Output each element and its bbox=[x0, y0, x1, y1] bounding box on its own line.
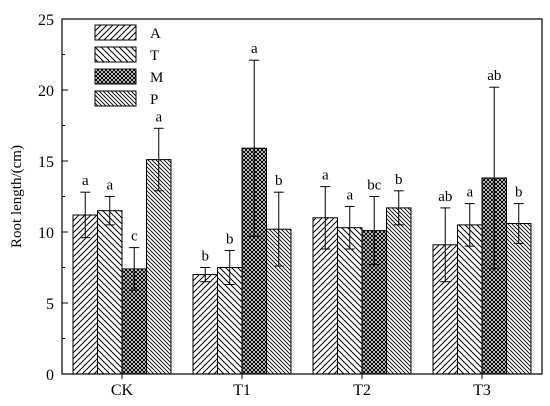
y-tick-label-10: 10 bbox=[38, 225, 54, 242]
significance-label-p-t2: b bbox=[395, 172, 403, 188]
bar-t-t1 bbox=[217, 267, 243, 375]
significance-label-m-t3: ab bbox=[487, 68, 501, 84]
significance-label-t-t1: b bbox=[226, 232, 234, 248]
significance-label-a-ck: a bbox=[82, 173, 89, 189]
significance-label-p-t1: b bbox=[275, 173, 283, 189]
significance-label-a-t1: b bbox=[202, 249, 210, 265]
significance-label-t-ck: a bbox=[106, 178, 113, 194]
bar-p-t1 bbox=[266, 228, 292, 375]
y-tick-label-0: 0 bbox=[46, 367, 54, 384]
legend-swatch-a bbox=[94, 24, 137, 41]
legend-label-t: T bbox=[150, 48, 159, 64]
legend-swatch-p bbox=[94, 90, 137, 107]
significance-label-p-ck: a bbox=[155, 109, 162, 125]
x-tick-label-ck: CK bbox=[111, 382, 134, 399]
significance-label-t-t2: a bbox=[346, 187, 353, 203]
axes-layer: CK T1 T2 T3 0 5 10 15 20 25 bbox=[38, 12, 543, 399]
bar-p-t2 bbox=[386, 207, 412, 375]
bar-a-ck bbox=[72, 214, 98, 375]
bar-a-t1 bbox=[192, 274, 218, 375]
significance-label-p-t3: b bbox=[515, 185, 523, 201]
y-axis-title: Root length/(cm) bbox=[9, 145, 25, 248]
y-tick-label-5: 5 bbox=[46, 296, 54, 313]
legend-label-m: M bbox=[150, 70, 163, 86]
legend-label-a: A bbox=[150, 26, 161, 42]
legend-label-p: P bbox=[150, 92, 158, 108]
x-tick-label-t3: T3 bbox=[473, 382, 491, 399]
y-tick-label-15: 15 bbox=[38, 154, 54, 171]
y-tick-label-20: 20 bbox=[38, 83, 54, 100]
significance-label-a-t3: ab bbox=[438, 189, 452, 205]
bar-p-t3 bbox=[506, 223, 532, 375]
bar-t-ck bbox=[97, 210, 123, 375]
error-bars-layer bbox=[80, 59, 524, 291]
y-axis-title-group: Root length/(cm) bbox=[9, 145, 25, 248]
significance-label-m-t1: a bbox=[251, 41, 258, 57]
y-tick-label-25: 25 bbox=[38, 12, 54, 29]
significance-label-a-t2: a bbox=[322, 168, 329, 184]
bar-t-t2 bbox=[337, 227, 363, 375]
bar-p-ck bbox=[146, 159, 172, 375]
legend-swatch-t bbox=[94, 46, 137, 63]
x-tick-label-t2: T2 bbox=[353, 382, 371, 399]
significance-label-m-ck: c bbox=[131, 229, 138, 245]
significance-label-m-t2: bc bbox=[367, 178, 382, 194]
bars-layer bbox=[72, 147, 532, 375]
x-tick-label-t1: T1 bbox=[233, 382, 251, 399]
bar-t-t3 bbox=[457, 224, 483, 375]
significance-label-t-t3: a bbox=[466, 185, 473, 201]
legend-swatch-m bbox=[94, 68, 137, 85]
